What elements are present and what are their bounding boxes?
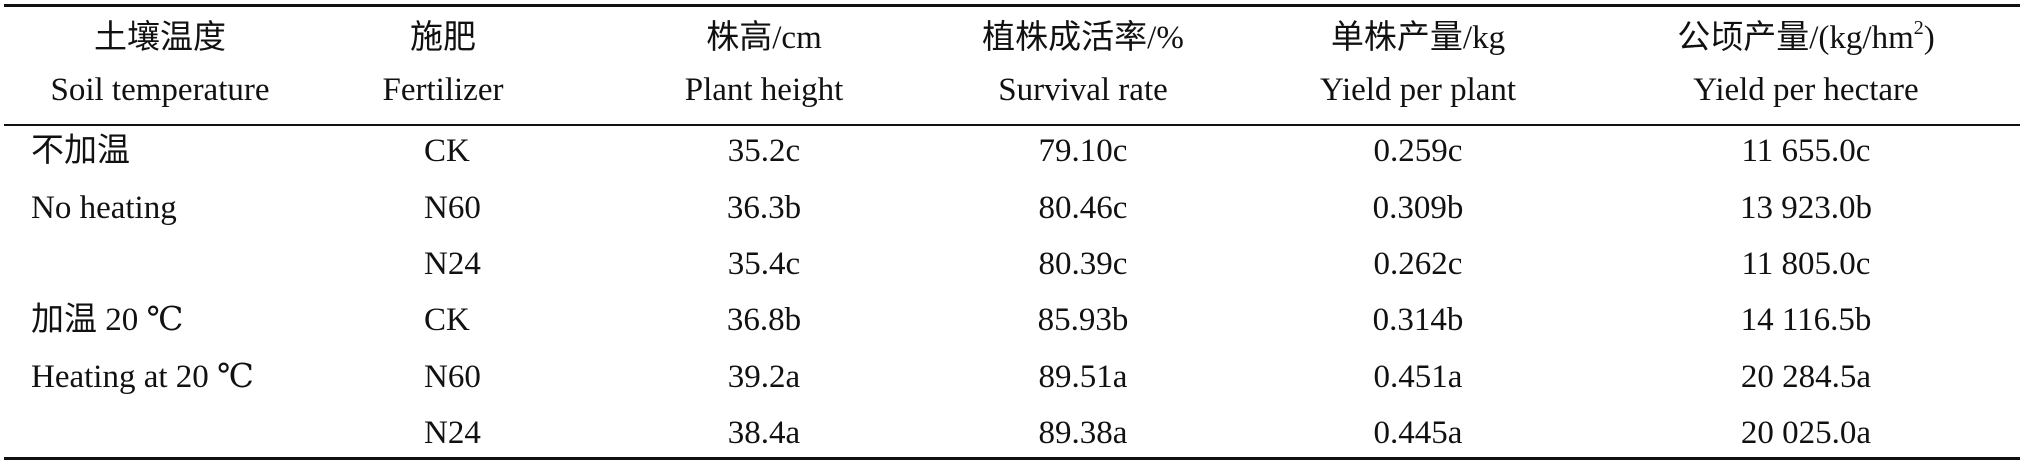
table-cell-fertilizer: N24 [424,246,481,282]
table-cell-yield-per-plant: 0.309b [1372,190,1464,226]
header-plant-height-zh: 株高/cm [706,20,822,56]
table-cell-fertilizer: N60 [424,190,481,226]
header-soil-temperature-en: Soil temperature [50,72,270,108]
table-cell-plant-height: 36.3b [726,190,802,226]
table-cell-yield-per-plant: 0.314b [1372,302,1464,338]
header-yield-per-plant-zh: 单株产量/kg [1330,20,1506,56]
table-cell-fertilizer: N24 [424,415,481,451]
table-cell-yield-per-plant: 0.451a [1373,359,1463,395]
table-cell-survival-rate: 85.93b [1037,302,1129,338]
header-rule [4,124,2020,126]
table-cell-survival-rate: 89.38a [1038,415,1128,451]
top-rule [4,4,2020,7]
group-label-heating-en: Heating at 20 ℃ [31,359,254,395]
table-cell-survival-rate: 89.51a [1038,359,1128,395]
table-cell-yield-per-hectare: 13 923.0b [1740,190,1872,226]
header-yield-per-hectare-zh-sup: 2 [1913,17,1924,39]
header-fertilizer-zh: 施肥 [410,20,476,56]
table-cell-survival-rate: 80.46c [1038,190,1128,226]
table-cell-yield-per-hectare: 14 116.5b [1740,302,1872,338]
header-yield-per-hectare-zh-suffix: ) [1923,20,1935,56]
table-cell-fertilizer: CK [424,133,470,169]
group-label-no-heating-en: No heating [31,190,177,226]
header-yield-per-hectare-zh-prefix: 公顷产量/(kg/hm [1677,20,1914,56]
table-cell-yield-per-hectare: 20 284.5a [1740,359,1872,395]
table-cell-plant-height: 35.4c [727,246,801,282]
group-label-no-heating-zh: 不加温 [31,133,130,169]
header-soil-temperature-zh: 土壤温度 [94,20,226,56]
table-cell-yield-per-plant: 0.445a [1373,415,1463,451]
table-cell-survival-rate: 79.10c [1038,133,1128,169]
table-cell-yield-per-plant: 0.259c [1373,133,1463,169]
header-plant-height-en: Plant height [684,72,844,108]
table-cell-yield-per-plant: 0.262c [1373,246,1463,282]
table-cell-yield-per-hectare: 11 805.0c [1741,246,1871,282]
header-yield-per-hectare-zh: 公顷产量/(kg/hm2) [1677,18,1935,58]
header-fertilizer-en: Fertilizer [382,72,504,108]
header-yield-per-hectare-en: Yield per hectare [1693,72,1919,108]
table-cell-fertilizer: N60 [424,359,481,395]
table-cell-survival-rate: 80.39c [1038,246,1128,282]
table-cell-plant-height: 38.4a [727,415,801,451]
table-cell-fertilizer: CK [424,302,470,338]
header-survival-rate-zh: 植株成活率/% [982,20,1184,56]
table-cell-yield-per-hectare: 11 655.0c [1741,133,1871,169]
table-cell-plant-height: 39.2a [727,359,801,395]
table-cell-yield-per-hectare: 20 025.0a [1740,415,1872,451]
header-survival-rate-en: Survival rate [998,72,1168,108]
table-cell-plant-height: 36.8b [726,302,802,338]
bottom-rule [4,457,2020,460]
header-yield-per-plant-en: Yield per plant [1319,72,1517,108]
table-cell-plant-height: 35.2c [727,133,801,169]
group-label-heating-zh: 加温 20 ℃ [31,302,184,338]
